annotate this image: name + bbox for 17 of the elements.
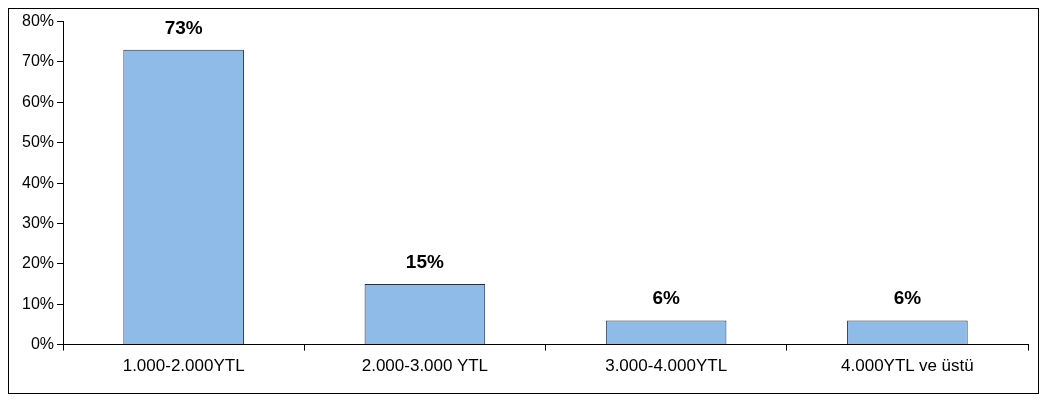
data-label: 15% — [405, 250, 445, 272]
x-tick-label: 4.000YTL ve üstü — [841, 356, 974, 376]
x-tick-label: 1.000-2.000YTL — [122, 356, 245, 376]
x-tick-label: 3.000-4.000YTL — [605, 356, 728, 376]
x-tick-label: 2.000-3.000 YTL — [361, 356, 489, 376]
data-label: 6% — [652, 287, 680, 309]
y-tick-label: 40% — [21, 173, 55, 191]
y-tick-label: 30% — [21, 213, 55, 231]
y-tick-label: 60% — [21, 92, 55, 110]
y-tick-label: 70% — [21, 52, 55, 70]
y-tick-label: 20% — [21, 254, 55, 272]
y-tick-label: 80% — [21, 12, 55, 30]
y-tick-label: 50% — [21, 133, 55, 151]
data-label: 6% — [893, 287, 922, 309]
y-tick-label: 0% — [30, 335, 55, 353]
data-label: 73% — [164, 16, 203, 38]
y-tick-label: 10% — [21, 294, 55, 312]
